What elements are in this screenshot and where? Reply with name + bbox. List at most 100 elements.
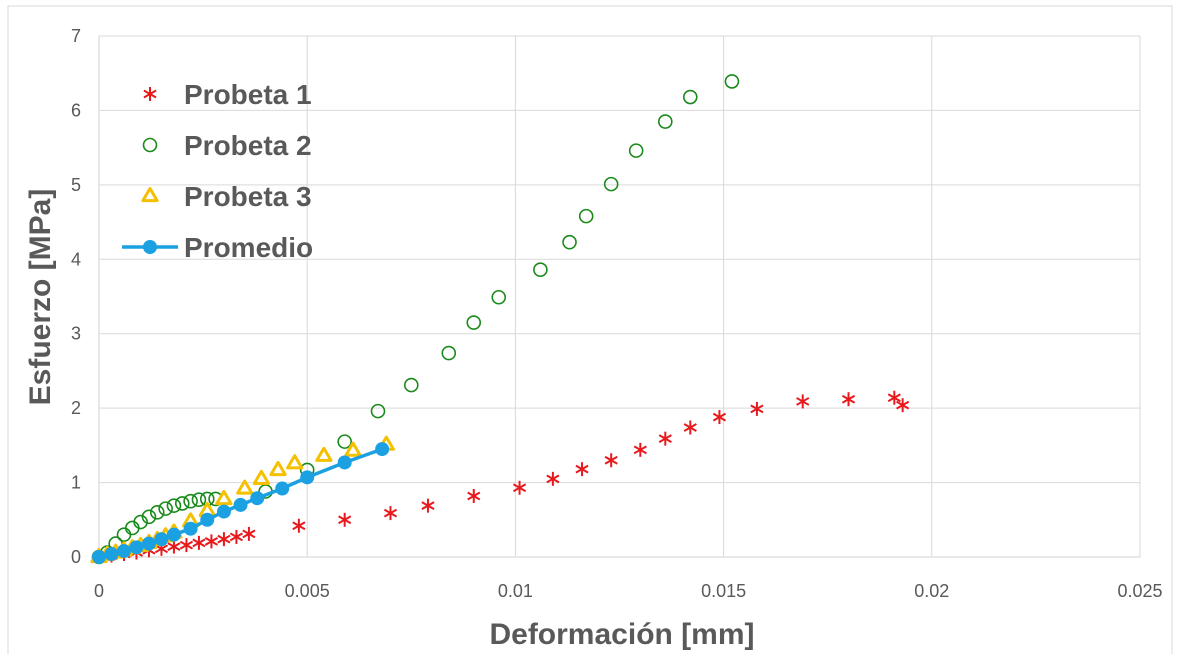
legend-label-probeta-1: Probeta 1 (184, 79, 312, 110)
x-tick-label: 0.015 (701, 581, 746, 601)
data-point-probeta-2 (141, 509, 157, 525)
data-point-probeta-2 (158, 501, 173, 516)
legend-marker-probeta-2 (142, 137, 158, 153)
data-point-probeta-1 (841, 392, 856, 407)
x-tick-label: 0.025 (1117, 581, 1162, 601)
data-point-probeta-2 (603, 176, 619, 192)
legend-item-probeta-2: Probeta 2 (142, 130, 312, 161)
data-point-probeta-2 (337, 434, 352, 449)
data-point-probeta-3 (215, 489, 233, 506)
y-tick-label: 0 (71, 547, 81, 567)
data-point-probeta-2 (166, 498, 182, 513)
data-point-promedio (92, 550, 106, 564)
x-axis-title: Deformación [mm] (489, 618, 754, 651)
data-point-probeta-3 (344, 441, 362, 457)
data-point-probeta-2 (370, 403, 386, 419)
data-point-promedio (166, 527, 181, 542)
data-point-probeta-1 (633, 442, 647, 457)
grid (99, 35, 1141, 557)
legend-marker-probeta-1 (143, 87, 157, 101)
data-point-probeta-1 (292, 518, 306, 533)
data-point-probeta-1 (750, 401, 764, 416)
data-point-promedio (154, 532, 169, 547)
y-tick-label: 1 (71, 473, 81, 493)
data-point-promedio (129, 540, 144, 555)
data-point-promedio (337, 455, 352, 470)
data-point-probeta-2 (491, 289, 507, 305)
data-point-probeta-1 (229, 529, 244, 544)
data-point-probeta-1 (383, 506, 398, 521)
series-promedio (92, 442, 390, 564)
x-tick-label: 0 (94, 581, 104, 601)
data-point-probeta-2 (562, 234, 577, 250)
y-axis-title: Esfuerzo [MPa] (24, 189, 57, 406)
data-point-probeta-1 (896, 398, 910, 413)
x-tick-label: 0.005 (285, 581, 330, 601)
x-tick-label: 0.02 (914, 581, 949, 601)
data-point-probeta-3 (286, 454, 304, 470)
data-point-probeta-2 (724, 74, 740, 89)
data-point-probeta-2 (191, 492, 207, 507)
legend-label-probeta-2: Probeta 2 (184, 130, 312, 161)
data-point-probeta-2 (466, 315, 482, 330)
y-tick-label: 4 (71, 249, 81, 269)
data-point-probeta-2 (403, 377, 419, 393)
data-point-probeta-2 (441, 345, 457, 361)
data-point-probeta-1 (887, 390, 901, 405)
data-point-probeta-2 (174, 496, 190, 511)
data-point-promedio (250, 491, 265, 506)
x-tick-label: 0.01 (498, 581, 533, 601)
data-point-probeta-1 (242, 526, 256, 541)
data-point-probeta-1 (204, 534, 219, 549)
legend-marker-probeta-3 (141, 187, 159, 203)
y-tick-label: 7 (71, 26, 81, 46)
data-point-promedio (375, 442, 390, 457)
y-tick-label: 3 (71, 324, 81, 344)
data-point-probeta-3 (315, 446, 333, 462)
data-point-promedio (200, 512, 215, 527)
y-tick-label: 2 (71, 398, 81, 418)
data-point-probeta-1 (217, 532, 231, 547)
data-point-promedio (183, 521, 198, 536)
y-tick-label: 6 (71, 100, 81, 120)
data-point-probeta-2 (533, 262, 548, 278)
data-point-promedio (216, 504, 231, 519)
data-point-probeta-2 (682, 89, 698, 105)
data-point-probeta-1 (796, 394, 810, 409)
data-point-probeta-1 (575, 462, 589, 477)
legend-label-probeta-3: Probeta 3 (184, 181, 312, 212)
data-point-probeta-1 (512, 480, 527, 495)
legend-marker-promedio (143, 240, 157, 254)
data-point-probeta-2 (183, 493, 198, 509)
legend-item-promedio: Promedio (122, 232, 313, 263)
legend-label-promedio: Promedio (184, 232, 313, 263)
chart-border (7, 5, 1173, 659)
data-point-promedio (275, 481, 290, 496)
data-point-probeta-1 (467, 488, 481, 503)
data-point-promedio (104, 547, 119, 562)
data-point-promedio (141, 536, 156, 551)
data-point-probeta-1 (179, 538, 194, 553)
legend-item-probeta-1: Probeta 1 (143, 79, 312, 110)
data-point-probeta-1 (658, 431, 672, 446)
data-point-probeta-1 (546, 471, 560, 486)
data-point-probeta-3 (236, 479, 254, 495)
data-point-probeta-3 (269, 460, 287, 477)
data-point-probeta-2 (578, 208, 594, 224)
data-point-probeta-2 (133, 514, 148, 530)
data-point-probeta-3 (252, 469, 271, 485)
data-point-probeta-1 (683, 420, 697, 435)
data-point-probeta-1 (712, 410, 727, 425)
data-point-probeta-1 (167, 539, 181, 554)
legend-item-probeta-3: Probeta 3 (141, 181, 312, 212)
data-point-probeta-1 (338, 512, 352, 527)
legend: Probeta 1 Probeta 2 Probeta 3 Promedio (122, 79, 313, 263)
data-point-probeta-1 (421, 498, 435, 513)
data-point-promedio (300, 470, 315, 485)
y-tick-label: 5 (71, 175, 81, 195)
data-point-probeta-2 (149, 505, 165, 520)
data-point-promedio (116, 544, 131, 559)
data-point-probeta-2 (658, 114, 673, 129)
